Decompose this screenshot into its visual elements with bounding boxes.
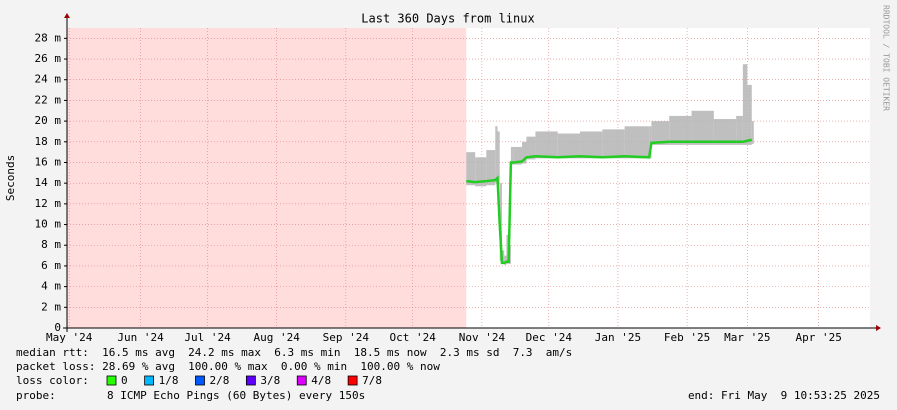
y-arrow (64, 13, 70, 18)
smoke (651, 121, 670, 145)
y-tick-label: 26 m (35, 52, 62, 65)
smoke (501, 250, 505, 264)
loss-label: 4/8 (311, 374, 331, 387)
x-tick-label: Sep '24 (323, 331, 370, 344)
x-tick-label: Apr '25 (796, 331, 842, 344)
y-tick-label: 20 m (35, 114, 62, 127)
loss-label: 7/8 (362, 374, 382, 387)
stats-line: packet loss: 28.69 % avg 100.00 % max 0.… (16, 360, 440, 373)
x-tick-label: Oct '24 (390, 331, 437, 344)
watermark: RRDTOOL / TOBI OETIKER (882, 5, 891, 111)
loss-swatch (195, 375, 205, 386)
end-time: end: Fri May 9 10:53:25 2025 (688, 389, 880, 402)
smoke (557, 133, 581, 159)
y-tick-label: 18 m (35, 135, 62, 148)
smoke (580, 131, 603, 159)
smoke (713, 119, 737, 145)
loss-label: 0 (121, 374, 128, 387)
loss-legend-title: loss color: (16, 374, 89, 387)
smoke (742, 64, 748, 145)
smoke (497, 131, 500, 184)
smoke (526, 136, 536, 160)
smoke (504, 255, 507, 265)
y-tick-label: 24 m (35, 73, 62, 86)
y-tick-label: 28 m (35, 31, 62, 44)
loss-swatch (245, 375, 256, 386)
x-tick-label: Jun '24 (117, 331, 164, 344)
x-arrow (876, 325, 881, 331)
smoke (466, 152, 476, 186)
smoke (513, 146, 523, 165)
y-tick-label: 6 m (41, 259, 61, 272)
x-tick-label: Dec '24 (526, 331, 573, 344)
x-tick-label: Jan '25 (595, 331, 641, 344)
y-tick-label: 22 m (35, 93, 62, 106)
loss-label: 2/8 (210, 374, 230, 387)
x-tick-label: May '24 (46, 331, 93, 344)
x-tick-label: Aug '24 (253, 331, 300, 344)
loss-swatch (144, 375, 155, 386)
smoke (736, 115, 743, 145)
loss-swatch (296, 375, 307, 386)
smoke (486, 150, 496, 186)
chart-title: Last 360 Days from linux (361, 12, 534, 26)
median-line (466, 138, 753, 265)
smoke (751, 121, 754, 144)
smoke (475, 157, 487, 187)
probe: 8 ICMP Echo Pings (60 Bytes) every 150s (107, 389, 365, 402)
y-tick-label: 8 m (41, 238, 61, 251)
probe-label: probe: (16, 389, 56, 402)
smoke (495, 126, 498, 184)
smoke (506, 234, 509, 264)
smoke (510, 146, 514, 165)
loss-band (67, 28, 467, 328)
smoke (522, 141, 527, 164)
smoke (691, 110, 714, 145)
loss-label: 1/8 (159, 374, 179, 387)
x-tick-label: Nov '24 (459, 331, 506, 344)
smoke (535, 131, 558, 159)
y-tick-label: 4 m (41, 280, 61, 293)
smoke (602, 129, 625, 159)
smoke (669, 115, 692, 145)
x-tick-label: Jul '24 (184, 331, 231, 344)
smoke (624, 126, 650, 159)
y-tick-label: 2 m (41, 300, 61, 313)
loss-label: 3/8 (260, 374, 280, 387)
y-axis-title: Seconds (4, 155, 17, 201)
x-tick-label: Mar '25 (724, 331, 770, 344)
y-tick-label: 12 m (35, 197, 62, 210)
loss-swatch (347, 375, 358, 386)
y-tick-label: 14 m (35, 176, 62, 189)
stats-line: median rtt: 16.5 ms avg 24.2 ms max 6.3 … (16, 346, 572, 359)
x-tick-label: Feb '25 (664, 331, 710, 344)
loss-swatch (106, 375, 117, 386)
smoke (747, 84, 752, 145)
y-tick-label: 16 m (35, 155, 62, 168)
y-tick-label: 0 (54, 321, 61, 334)
y-tick-label: 10 m (35, 218, 62, 231)
